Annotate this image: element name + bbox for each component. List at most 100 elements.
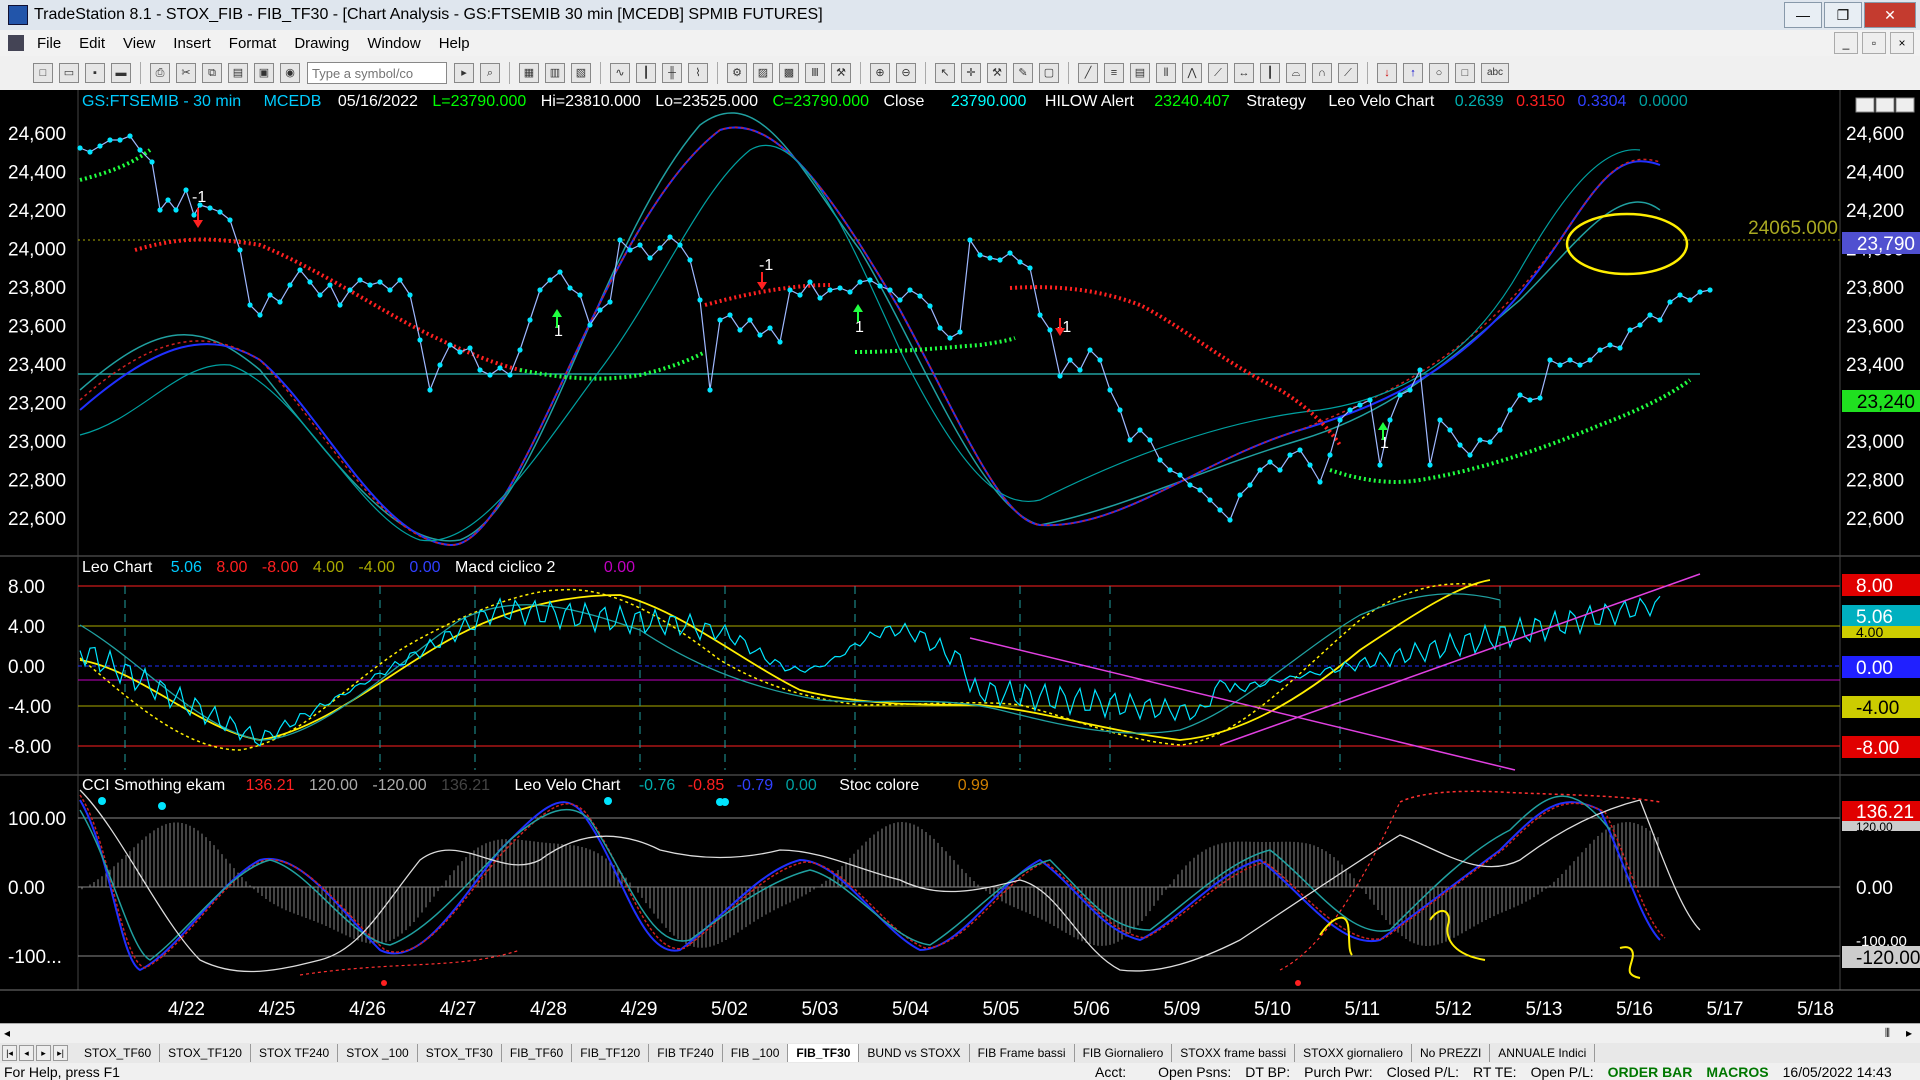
symbol-input[interactable] <box>307 62 447 84</box>
menu-format[interactable]: Format <box>228 34 277 52</box>
minimize-button[interactable]: — <box>1784 2 1822 28</box>
menu-view[interactable]: View <box>123 34 156 52</box>
line-chart-icon[interactable]: ∿ <box>610 63 630 83</box>
radar-icon[interactable]: ▥ <box>545 63 565 83</box>
menu-help[interactable]: Help <box>438 34 470 52</box>
tab-bund-vs-stoxx[interactable]: BUND vs STOXX <box>859 1044 970 1062</box>
strategy-icon[interactable]: ⚙ <box>727 63 747 83</box>
bar-chart-icon[interactable]: ┃ <box>636 63 656 83</box>
tab-fib-frame-bassi[interactable]: FIB Frame bassi <box>970 1044 1075 1062</box>
rectangle-icon[interactable]: □ <box>1455 63 1475 83</box>
text-tool-icon[interactable]: abc <box>1481 63 1509 83</box>
tab-next-icon[interactable]: ▸ <box>36 1045 51 1061</box>
vertical-line-icon[interactable]: ┃ <box>1260 63 1280 83</box>
matrix-icon[interactable]: ▧ <box>571 63 591 83</box>
tab-stoxx-giornaliero[interactable]: STOXX giornaliero <box>1295 1044 1412 1062</box>
tab-stoxx-frame-bassi[interactable]: STOXX frame bassi <box>1172 1044 1296 1062</box>
new-icon[interactable]: □ <box>33 63 53 83</box>
tab-fib-tf120[interactable]: FIB_TF120 <box>572 1044 650 1062</box>
mdi-close-button[interactable]: × <box>1890 32 1914 54</box>
tab-annuale-indici[interactable]: ANNUALE Indici <box>1490 1044 1596 1062</box>
print-icon[interactable]: ⎙ <box>150 63 170 83</box>
arrow-down-icon[interactable]: ↓ <box>1377 63 1397 83</box>
horizontal-arrow-icon[interactable]: ↔ <box>1234 63 1254 83</box>
p3-stoc: Stoc colore <box>839 777 919 794</box>
restore-button[interactable]: ❐ <box>1824 2 1862 28</box>
folder-icon[interactable]: ▬ <box>111 63 131 83</box>
menu-insert[interactable]: Insert <box>173 34 211 52</box>
format-icon[interactable]: ▩ <box>779 63 799 83</box>
menu-window[interactable]: Window <box>367 34 421 52</box>
scroll-grip-icon[interactable]: ⦀ <box>1884 1026 1890 1040</box>
fibonacci-icon[interactable]: ⫴ <box>1156 63 1176 83</box>
ellipse-icon[interactable]: ○ <box>1429 63 1449 83</box>
indicator-icon[interactable]: ⌇ <box>688 63 708 83</box>
macros-button[interactable]: MACROS <box>1706 1063 1769 1080</box>
chart-canvas[interactable]: GS:FTSEMIB - 30 min MCEDB 05/16/2022 L=2… <box>0 90 1920 1023</box>
tab-fib-100[interactable]: FIB _100 <box>723 1044 789 1062</box>
horizontal-lines-icon[interactable]: ≡ <box>1104 63 1124 83</box>
crosshair-icon[interactable]: ✛ <box>961 63 981 83</box>
tab-fib-giornaliero[interactable]: FIB Giornaliero <box>1075 1044 1173 1062</box>
menu-file[interactable]: File <box>37 34 62 52</box>
document-icon[interactable] <box>8 35 24 51</box>
bars-icon[interactable]: Ⅲ <box>805 63 825 83</box>
gann-fan-icon[interactable]: ⟋ <box>1208 63 1228 83</box>
tab-stox-tf60[interactable]: STOX_TF60 <box>76 1044 161 1062</box>
wave-icon[interactable]: ∩ <box>1312 63 1332 83</box>
tab-fib-tf30[interactable]: FIB_TF30 <box>788 1044 860 1062</box>
tab-first-icon[interactable]: |◂ <box>2 1045 17 1061</box>
menu-drawing[interactable]: Drawing <box>294 34 350 52</box>
header-v1: 0.2639 <box>1455 93 1504 110</box>
close-button[interactable]: ✕ <box>1864 2 1916 28</box>
horizontal-scrollbar[interactable]: ◂ ⦀ ▸ <box>0 1023 1920 1044</box>
mdi-minimize-button[interactable]: _ <box>1834 32 1858 54</box>
tab-stox-tf120[interactable]: STOX_TF120 <box>160 1044 251 1062</box>
arc-icon[interactable]: ⌓ <box>1286 63 1306 83</box>
trendline-icon[interactable]: ╱ <box>1078 63 1098 83</box>
lock-icon[interactable]: ▣ <box>254 63 274 83</box>
tab-prev-icon[interactable]: ◂ <box>19 1045 34 1061</box>
tab-stox-100[interactable]: STOX _100 <box>338 1044 418 1062</box>
panel-close-button[interactable] <box>1895 97 1915 113</box>
panel-restore-button[interactable] <box>1875 97 1895 113</box>
price-bar-dot <box>1707 287 1713 293</box>
hammer-icon[interactable]: ⚒ <box>987 63 1007 83</box>
chart-window-icon[interactable]: ▦ <box>519 63 539 83</box>
speedline-icon[interactable]: ⋀ <box>1182 63 1202 83</box>
scroll-right-icon[interactable]: ▸ <box>1905 1026 1912 1040</box>
candles-icon[interactable]: ╫ <box>662 63 682 83</box>
tab-stox-tf240[interactable]: STOX TF240 <box>251 1044 339 1062</box>
tools-icon[interactable]: ⚒ <box>831 63 851 83</box>
globe-icon[interactable]: ◉ <box>280 63 300 83</box>
pen-icon[interactable]: ⟋ <box>1338 63 1358 83</box>
tab-stox-tf30[interactable]: STOX_TF30 <box>418 1044 502 1062</box>
panel-minimize-button[interactable] <box>1855 97 1875 113</box>
open-icon[interactable]: ▭ <box>59 63 79 83</box>
snapshot-icon[interactable]: ▢ <box>1039 63 1059 83</box>
price-tick-right: 24,400 <box>1846 163 1904 184</box>
order-bar-button[interactable]: ORDER BAR <box>1607 1063 1693 1080</box>
menu-edit[interactable]: Edit <box>79 34 106 52</box>
tab-fib-tf240[interactable]: FIB TF240 <box>649 1044 723 1062</box>
cut-icon[interactable]: ✂ <box>176 63 196 83</box>
lookup-icon[interactable]: ⌕ <box>480 63 500 83</box>
zoom-in-icon[interactable]: ⊕ <box>870 63 890 83</box>
paste-icon[interactable]: ▤ <box>228 63 248 83</box>
arrow-up-icon[interactable]: ↑ <box>1403 63 1423 83</box>
price-bar-dot <box>257 312 263 318</box>
mdi-restore-button[interactable]: ▫ <box>1862 32 1886 54</box>
save-icon[interactable]: ▪ <box>85 63 105 83</box>
copy-icon[interactable]: ⧉ <box>202 63 222 83</box>
pointer-icon[interactable]: ↖ <box>935 63 955 83</box>
tab-no-prezzi[interactable]: No PREZZI <box>1412 1044 1491 1062</box>
tab-last-icon[interactable]: ▸| <box>53 1045 68 1061</box>
go-arrow-icon[interactable]: ▸ <box>454 63 474 83</box>
zoom-out-icon[interactable]: ⊖ <box>896 63 916 83</box>
analysis-icon[interactable]: ▨ <box>753 63 773 83</box>
chart-analysis-area[interactable]: GS:FTSEMIB - 30 min MCEDB 05/16/2022 L=2… <box>0 90 1920 1023</box>
channel-icon[interactable]: ▤ <box>1130 63 1150 83</box>
drawing-tools-icon[interactable]: ✎ <box>1013 63 1033 83</box>
scroll-left-icon[interactable]: ◂ <box>4 1026 11 1040</box>
tab-fib-tf60[interactable]: FIB_TF60 <box>502 1044 573 1062</box>
